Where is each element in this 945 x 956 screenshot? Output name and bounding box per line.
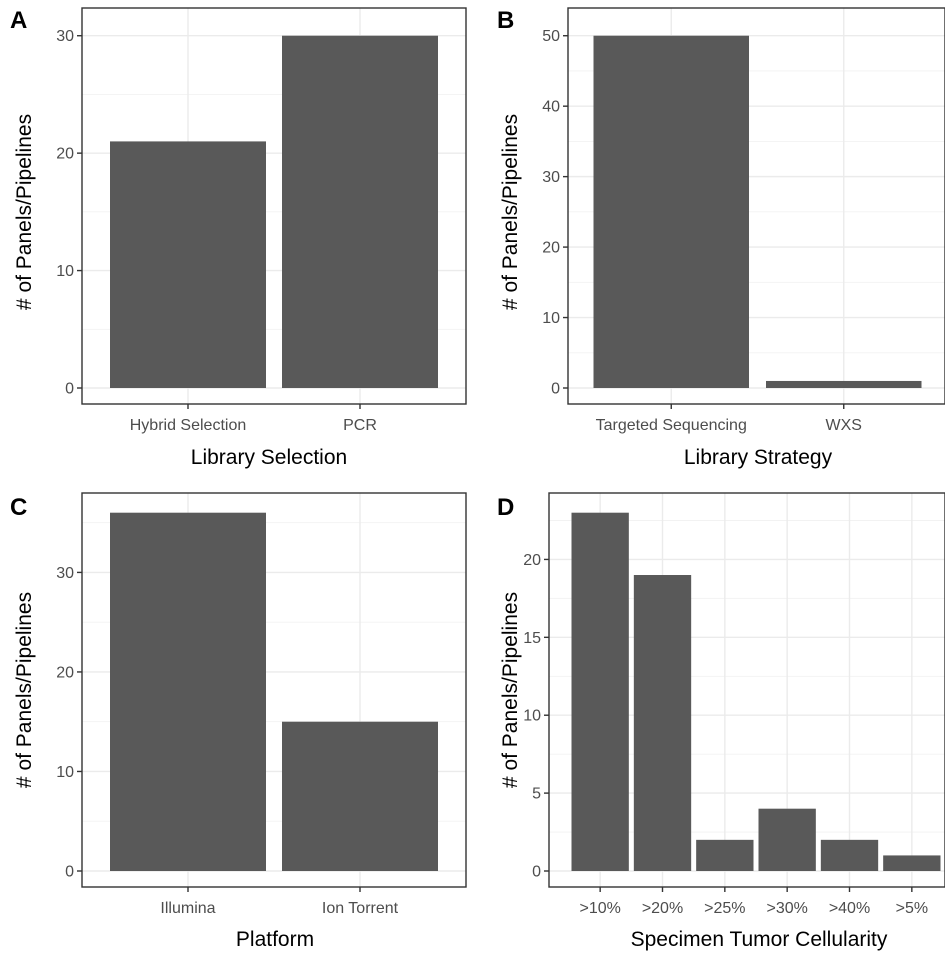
x-axis-title: Library Selection xyxy=(191,446,347,469)
bar-5 xyxy=(883,855,941,871)
y-axis-title: # of Panels/Pipelines xyxy=(13,592,36,788)
x-tick-label: WXS xyxy=(826,417,862,434)
x-tick-label: Hybrid Selection xyxy=(130,417,247,434)
bar-30 xyxy=(758,808,816,871)
y-tick-label: 15 xyxy=(523,630,541,647)
bar-illumina xyxy=(110,512,266,871)
panel-label: A xyxy=(10,7,27,34)
bar-hybrid-selection xyxy=(110,141,266,388)
y-tick-label: 10 xyxy=(542,310,560,327)
y-tick-label: 0 xyxy=(65,381,74,398)
x-tick-label: Targeted Sequencing xyxy=(596,417,747,434)
y-tick-label: 0 xyxy=(65,864,74,881)
y-axis-title: # of Panels/Pipelines xyxy=(499,592,522,788)
x-tick-label: >20% xyxy=(642,900,683,917)
y-tick-label: 30 xyxy=(56,28,74,45)
y-tick-label: 20 xyxy=(542,240,560,257)
y-tick-label: 10 xyxy=(56,263,74,280)
bar-ion-torrent xyxy=(282,721,438,871)
x-axis-title: Specimen Tumor Cellularity xyxy=(631,928,888,951)
panel-label: B xyxy=(497,7,514,34)
y-axis-title: # of Panels/Pipelines xyxy=(499,114,522,310)
x-tick-label: >10% xyxy=(579,900,620,917)
panel-border xyxy=(567,7,945,405)
panel-b: B Library Strategy # of Panels/Pipelines… xyxy=(497,7,945,469)
bar-pcr xyxy=(282,35,438,388)
y-tick-label: 5 xyxy=(532,786,541,803)
bar-targeted-sequencing xyxy=(593,35,749,388)
y-tick-label: 10 xyxy=(523,708,541,725)
x-tick-label: >25% xyxy=(704,900,745,917)
x-tick-label: >5% xyxy=(896,900,928,917)
y-tick-label: 20 xyxy=(56,664,74,681)
panel-border xyxy=(81,7,467,405)
y-tick-label: 0 xyxy=(551,381,560,398)
panel-label: D xyxy=(497,494,514,521)
y-tick-label: 20 xyxy=(523,552,541,569)
panel-border xyxy=(548,492,945,888)
y-axis-title: # of Panels/Pipelines xyxy=(13,114,36,310)
y-tick-label: 0 xyxy=(532,864,541,881)
y-tick-label: 20 xyxy=(56,146,74,163)
panel-border xyxy=(81,492,467,888)
y-tick-label: 50 xyxy=(542,28,560,45)
y-tick-label: 10 xyxy=(56,764,74,781)
y-tick-label: 40 xyxy=(542,99,560,116)
panel-label: C xyxy=(10,494,27,521)
x-tick-label: Illumina xyxy=(160,900,215,917)
y-tick-label: 30 xyxy=(56,565,74,582)
x-tick-label: >40% xyxy=(829,900,870,917)
panel-a: A Library Selection # of Panels/Pipeline… xyxy=(10,7,467,469)
x-tick-label: Ion Torrent xyxy=(322,900,399,917)
x-axis-title: Platform xyxy=(236,928,314,951)
bar-20 xyxy=(633,575,692,871)
bar-wxs xyxy=(766,380,922,388)
panel-d: D Specimen Tumor Cellularity # of Panels… xyxy=(497,492,945,951)
bar-40 xyxy=(820,839,879,871)
panel-c: C Platform # of Panels/Pipelines 0 10 20 30… xyxy=(10,492,467,951)
x-tick-label: PCR xyxy=(343,417,377,434)
bar-25 xyxy=(696,839,754,871)
x-tick-label: >30% xyxy=(766,900,807,917)
bar-10 xyxy=(571,512,629,871)
y-tick-label: 30 xyxy=(542,169,560,186)
x-axis-title: Library Strategy xyxy=(684,446,833,469)
